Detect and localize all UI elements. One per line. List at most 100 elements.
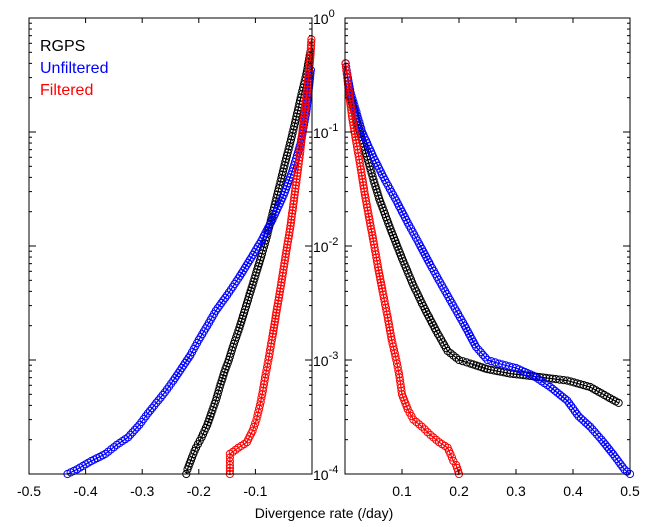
point-filtered-negative [280, 259, 289, 268]
point-filtered-positive [359, 184, 368, 193]
point-filtered-positive [432, 435, 441, 444]
point-rgps-negative [243, 296, 252, 305]
point-filtered-negative [274, 296, 283, 305]
point-rgps-positive [614, 398, 623, 407]
point-filtered-negative [284, 231, 294, 240]
point-filtered-negative [276, 284, 285, 293]
point-filtered-negative [273, 302, 282, 311]
point-rgps-negative [251, 271, 260, 280]
point-unfiltered-positive [618, 462, 627, 471]
point-filtered-positive [368, 231, 377, 240]
x-tick-label-positive-3: 0.4 [563, 483, 583, 499]
point-filtered-negative [292, 178, 301, 187]
point-filtered-negative [249, 422, 258, 432]
point-filtered-negative [273, 299, 282, 308]
point-filtered-positive [372, 253, 381, 262]
point-filtered-negative [304, 66, 314, 75]
point-filtered-negative [283, 237, 292, 246]
point-unfiltered-positive [590, 427, 599, 436]
point-unfiltered-positive [581, 418, 590, 427]
point-unfiltered-negative [156, 393, 165, 402]
point-filtered-positive [378, 284, 387, 293]
point-filtered-negative [295, 156, 304, 165]
point-filtered-negative [301, 97, 310, 106]
point-filtered-positive [384, 320, 393, 329]
point-filtered-negative [302, 88, 311, 97]
point-filtered-positive [345, 96, 355, 105]
point-filtered-negative [275, 287, 284, 296]
point-filtered-negative [280, 256, 289, 265]
point-filtered-positive [363, 203, 372, 212]
point-filtered-positive [374, 266, 383, 275]
point-filtered-positive [429, 433, 438, 442]
point-filtered-negative [268, 332, 277, 341]
x-tick-label-positive-2: 0.3 [506, 483, 526, 499]
point-filtered-negative [291, 181, 300, 190]
point-filtered-negative [300, 109, 309, 119]
point-rgps-positive [483, 365, 492, 374]
point-rgps-negative [290, 118, 300, 128]
point-filtered-negative [269, 323, 278, 332]
point-filtered-negative [297, 137, 306, 146]
point-unfiltered-negative [152, 398, 161, 407]
point-filtered-positive [374, 263, 383, 272]
point-unfiltered-negative [107, 445, 116, 454]
point-filtered-positive [382, 307, 391, 316]
point-rgps-negative [238, 314, 247, 323]
point-filtered-positive [370, 243, 379, 252]
point-unfiltered-negative [139, 415, 148, 424]
point-unfiltered-negative [133, 423, 142, 432]
point-filtered-negative [225, 466, 234, 476]
point-filtered-positive [356, 162, 365, 171]
point-filtered-negative [299, 115, 308, 125]
point-unfiltered-positive [620, 465, 629, 474]
point-filtered-negative [251, 419, 260, 428]
point-unfiltered-positive [572, 409, 581, 418]
point-unfiltered-negative [158, 390, 167, 400]
point-unfiltered-positive [472, 342, 481, 352]
point-filtered-positive [415, 420, 424, 429]
x-tick-label-positive-0: 0.1 [392, 483, 412, 499]
point-unfiltered-negative [135, 420, 144, 429]
point-filtered-negative [286, 221, 295, 230]
point-filtered-positive [375, 272, 384, 281]
y-tick-label-3: 10-3 [313, 350, 338, 369]
point-filtered-negative [231, 445, 240, 454]
point-unfiltered-positive [579, 416, 588, 425]
point-filtered-negative [285, 224, 295, 234]
point-filtered-positive [347, 111, 357, 121]
point-unfiltered-negative [293, 148, 302, 157]
point-rgps-negative [253, 265, 262, 274]
point-unfiltered-positive [588, 425, 597, 434]
point-filtered-negative [276, 281, 285, 290]
point-unfiltered-negative [217, 298, 226, 308]
point-unfiltered-positive [568, 404, 578, 413]
point-filtered-positive [385, 323, 394, 332]
point-filtered-negative [279, 262, 288, 271]
point-unfiltered-negative [295, 142, 304, 151]
x-tick-label-negative-4: -0.1 [243, 483, 267, 499]
point-rgps-negative [248, 280, 257, 289]
point-filtered-negative [289, 196, 298, 206]
point-filtered-negative [305, 56, 315, 65]
point-filtered-negative [288, 209, 297, 218]
point-rgps-positive [493, 367, 502, 376]
point-filtered-negative [294, 162, 303, 171]
point-unfiltered-positive [546, 382, 555, 392]
point-unfiltered-negative [306, 71, 315, 81]
point-filtered-negative [306, 50, 315, 59]
point-unfiltered-negative [150, 401, 159, 410]
point-filtered-negative [293, 168, 302, 177]
point-unfiltered-positive [576, 414, 586, 423]
point-filtered-positive [409, 415, 418, 424]
point-filtered-positive [356, 165, 365, 174]
point-unfiltered-positive [551, 386, 560, 395]
y-tick-label-4: 10-4 [313, 464, 338, 483]
point-filtered-negative [278, 268, 287, 277]
point-unfiltered-positive [595, 433, 604, 442]
point-filtered-negative [277, 278, 286, 287]
point-unfiltered-negative [143, 409, 152, 418]
point-rgps-positive [446, 349, 455, 358]
point-filtered-negative [267, 336, 276, 345]
point-filtered-positive [420, 425, 429, 434]
